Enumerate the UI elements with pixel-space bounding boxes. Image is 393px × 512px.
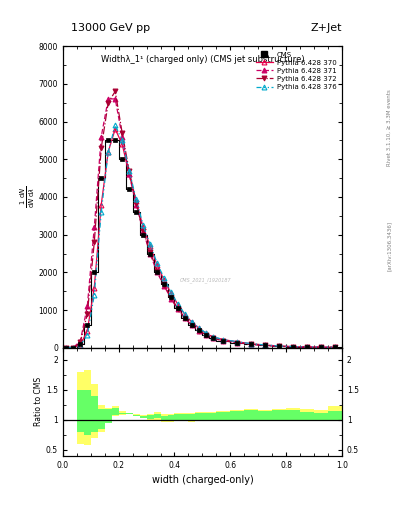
Text: Widthλ_1¹ (charged only) (CMS jet substructure): Widthλ_1¹ (charged only) (CMS jet substr… [101,55,304,64]
X-axis label: width (charged-only): width (charged-only) [152,475,253,485]
Y-axis label: Ratio to CMS: Ratio to CMS [34,377,43,426]
Text: Rivet 3.1.10, ≥ 3.3M events: Rivet 3.1.10, ≥ 3.3M events [387,90,391,166]
Legend: CMS, Pythia 6.428 370, Pythia 6.428 371, Pythia 6.428 372, Pythia 6.428 376: CMS, Pythia 6.428 370, Pythia 6.428 371,… [254,50,338,92]
Text: Z+Jet: Z+Jet [310,23,342,33]
Text: 13000 GeV pp: 13000 GeV pp [71,23,150,33]
Y-axis label: $\frac{1}{\mathrm{d}N}\frac{\mathrm{d}N}{\mathrm{d}\lambda}$: $\frac{1}{\mathrm{d}N}\frac{\mathrm{d}N}… [19,186,37,208]
Text: CMS_2021_I1920187: CMS_2021_I1920187 [180,278,232,283]
Text: [arXiv:1306.3436]: [arXiv:1306.3436] [387,221,391,271]
